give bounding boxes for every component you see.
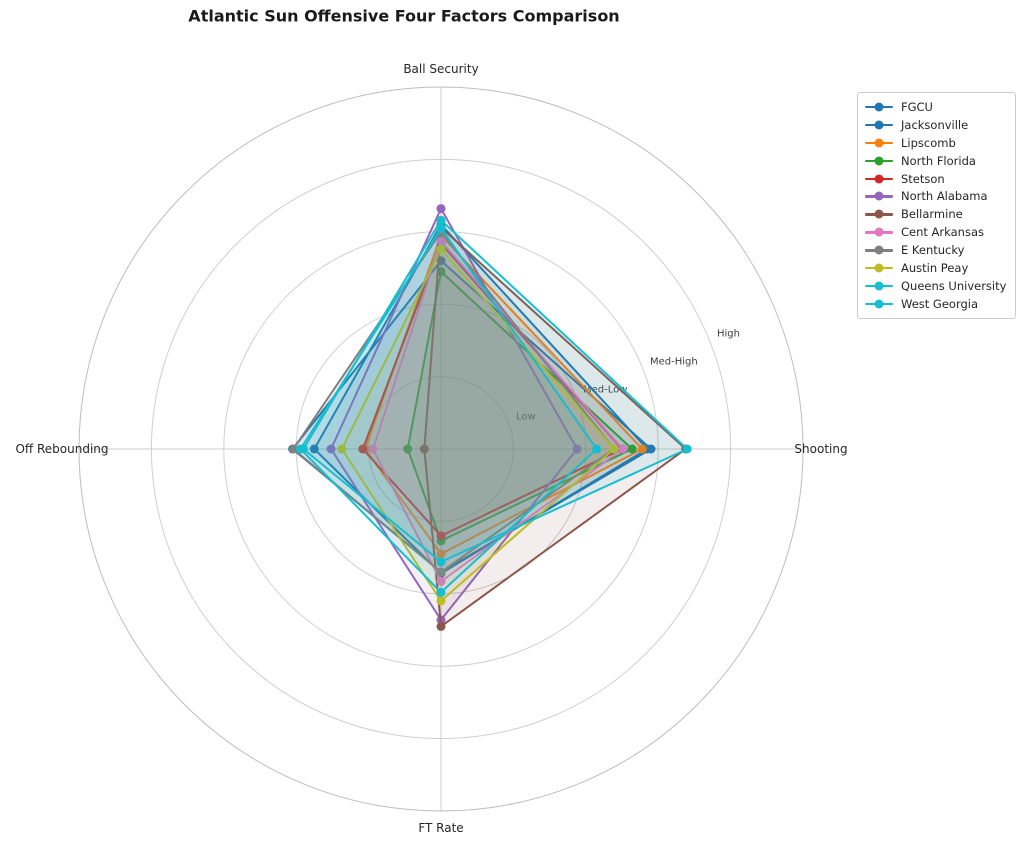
- legend-marker-icon: [865, 227, 893, 237]
- legend-item-stetson: Stetson: [865, 170, 1008, 188]
- legend-item-cent-arkansas: Cent Arkansas: [865, 223, 1008, 241]
- series-austin-peay: [337, 244, 619, 606]
- series-west-georgia: [298, 215, 692, 567]
- data-point-marker: [436, 204, 446, 214]
- legend-label: Bellarmine: [901, 207, 963, 222]
- legend-marker-icon: [865, 299, 893, 309]
- legend-label: Jacksonville: [901, 117, 969, 132]
- legend-label: E Kentucky: [901, 243, 965, 258]
- legend-item-north-florida: North Florida: [865, 152, 1008, 170]
- data-point-marker: [436, 621, 446, 631]
- legend-label: West Georgia: [901, 296, 979, 311]
- legend-label: Cent Arkansas: [901, 225, 984, 240]
- data-point-marker: [436, 531, 446, 541]
- series-cent-arkansas: [368, 236, 628, 586]
- series-north-florida: [403, 267, 637, 546]
- data-point-marker: [637, 444, 647, 454]
- legend-marker-icon: [865, 281, 893, 291]
- data-point-marker: [436, 236, 446, 246]
- radial-tick-high: High: [717, 328, 740, 340]
- data-point-marker: [436, 215, 446, 225]
- legend-item-austin-peay: Austin Peay: [865, 259, 1008, 277]
- data-point-marker: [403, 444, 413, 454]
- legend-label: North Florida: [901, 153, 976, 168]
- legend-marker-icon: [865, 174, 893, 184]
- legend-item-lipscomb: Lipscomb: [865, 134, 1008, 152]
- chart-title: Atlantic Sun Offensive Four Factors Comp…: [188, 6, 620, 26]
- legend-marker-icon: [865, 263, 893, 273]
- data-point-marker: [436, 596, 446, 606]
- data-point-marker: [326, 444, 336, 454]
- radial-tick-med-high: Med-High: [650, 356, 698, 368]
- data-point-marker: [436, 557, 446, 567]
- legend-marker-icon: [865, 156, 893, 166]
- legend-marker-icon: [865, 102, 893, 112]
- data-point-marker: [436, 223, 446, 233]
- radial-tick-low: Low: [516, 412, 536, 423]
- legend-item-west-georgia: West Georgia: [865, 295, 1008, 313]
- legend-label: Stetson: [901, 171, 945, 186]
- data-point-marker: [309, 444, 319, 454]
- outer-boundary-circle: [78, 86, 804, 812]
- legend-label: Queens University: [901, 278, 1007, 293]
- legend-item-jacksonville: Jacksonville: [865, 116, 1008, 134]
- data-point-marker: [682, 444, 692, 454]
- legend-marker-icon: [865, 209, 893, 219]
- legend-item-e-kentucky: E Kentucky: [865, 241, 1008, 259]
- data-point-marker: [436, 244, 446, 254]
- legend-marker-icon: [865, 191, 893, 201]
- data-point-marker: [337, 444, 347, 454]
- legend-label: North Alabama: [901, 189, 988, 204]
- legend-marker-icon: [865, 245, 893, 255]
- legend-marker-icon: [865, 138, 893, 148]
- data-point-marker: [436, 549, 446, 559]
- legend-label: FGCU: [901, 99, 933, 114]
- data-point-marker: [627, 444, 637, 454]
- data-point-marker: [618, 444, 628, 454]
- legend-item-bellarmine: Bellarmine: [865, 205, 1008, 223]
- legend-item-north-alabama: North Alabama: [865, 187, 1008, 205]
- legend-label: Lipscomb: [901, 135, 956, 150]
- legend-label: Austin Peay: [901, 260, 969, 275]
- data-point-marker: [609, 444, 619, 454]
- data-point-marker: [298, 444, 308, 454]
- data-point-marker: [436, 567, 446, 577]
- data-point-marker: [288, 444, 298, 454]
- legend-item-fgcu: FGCU: [865, 98, 1008, 116]
- data-point-marker: [368, 444, 378, 454]
- data-point-marker: [592, 444, 602, 454]
- grid-circle: [150, 158, 732, 740]
- data-point-marker: [436, 577, 446, 586]
- radial-tick-med-low: Med-Low: [583, 385, 627, 396]
- data-point-marker: [436, 587, 446, 597]
- data-point-marker: [572, 444, 582, 454]
- legend-item-queens-university: Queens University: [865, 277, 1008, 295]
- data-point-marker: [358, 444, 368, 454]
- data-point-marker: [419, 444, 429, 454]
- legend-marker-icon: [865, 120, 893, 130]
- legend: FGCU Jacksonville Lipscomb North Florida Ste…: [857, 92, 1016, 319]
